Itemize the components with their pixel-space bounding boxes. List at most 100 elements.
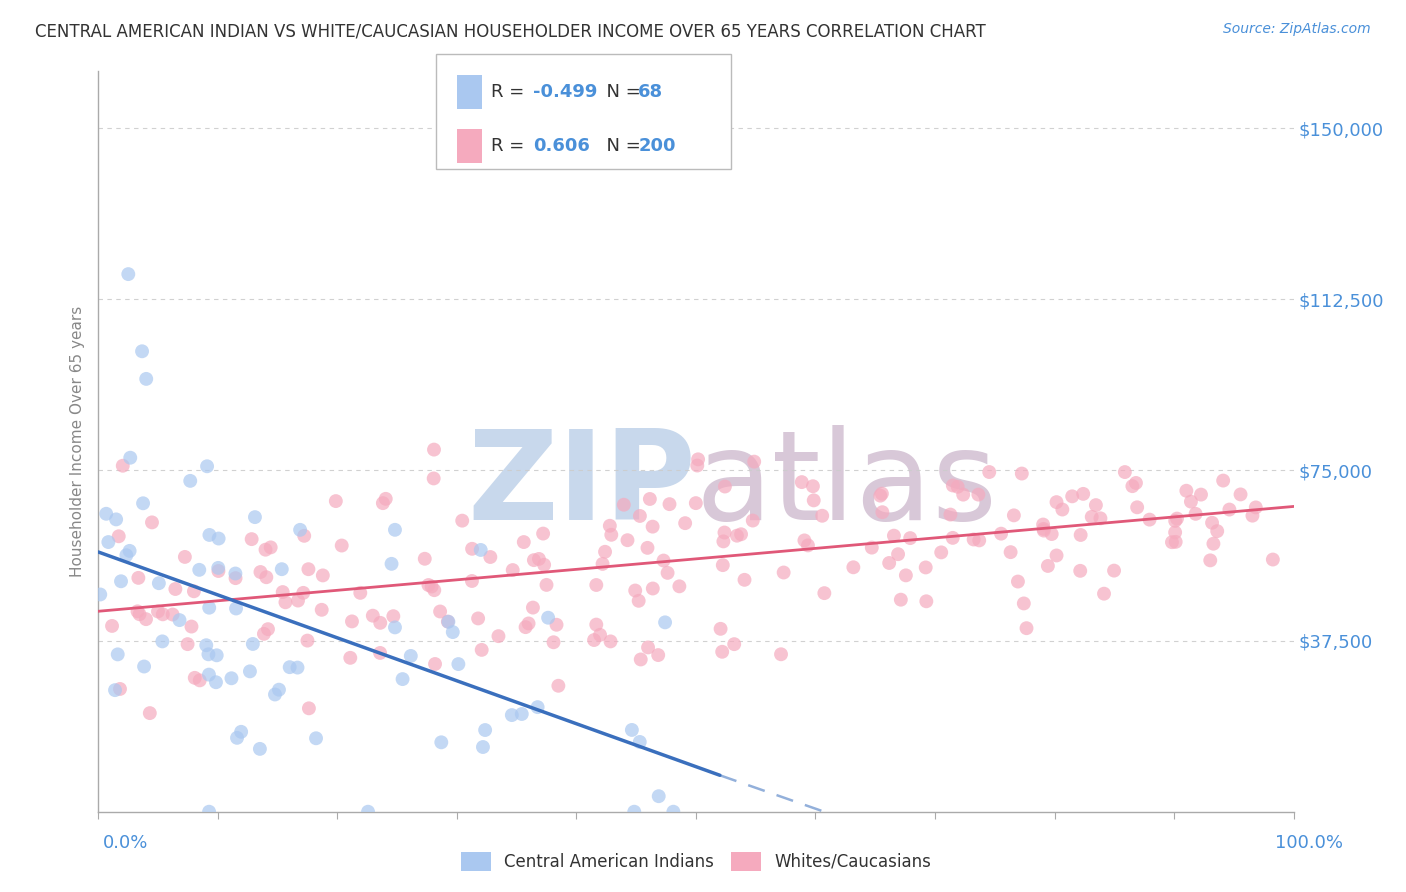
Point	[915, 594, 938, 608]
Point	[1032, 522, 1054, 536]
Point	[813, 586, 835, 600]
Point	[627, 594, 650, 608]
Point	[257, 622, 280, 636]
Point	[132, 659, 155, 673]
Point	[371, 496, 394, 510]
Point	[368, 615, 391, 630]
Point	[1164, 525, 1187, 540]
Point	[239, 665, 262, 679]
Point	[231, 724, 253, 739]
Point	[422, 471, 444, 485]
Point	[108, 681, 131, 696]
Point	[628, 735, 651, 749]
Point	[1189, 487, 1212, 501]
Point	[741, 514, 763, 528]
Point	[641, 582, 664, 596]
Point	[110, 574, 132, 589]
Point	[790, 475, 813, 489]
Point	[890, 592, 912, 607]
Point	[152, 607, 174, 622]
Point	[195, 459, 218, 474]
Point	[1045, 549, 1067, 563]
Point	[361, 608, 384, 623]
Point	[583, 633, 606, 648]
Point	[501, 708, 523, 723]
Point	[474, 723, 496, 737]
Y-axis label: Householder Income Over 65 years: Householder Income Over 65 years	[70, 306, 86, 577]
Point	[488, 629, 510, 643]
Point	[1052, 502, 1074, 516]
Point	[714, 479, 737, 493]
Point	[1261, 552, 1284, 566]
Point	[585, 578, 607, 592]
Point	[869, 489, 891, 503]
Point	[939, 508, 962, 522]
Point	[221, 671, 243, 685]
Point	[537, 611, 560, 625]
Point	[224, 566, 246, 581]
Point	[1164, 534, 1187, 549]
Point	[1069, 564, 1091, 578]
Point	[437, 615, 460, 629]
Point	[430, 735, 453, 749]
Point	[990, 526, 1012, 541]
Point	[593, 545, 616, 559]
Point	[135, 612, 157, 626]
Point	[860, 541, 883, 555]
Point	[368, 646, 391, 660]
Point	[877, 556, 900, 570]
Point	[1206, 524, 1229, 538]
Point	[1161, 535, 1184, 549]
Point	[1139, 513, 1161, 527]
Point	[188, 673, 211, 688]
Point	[89, 587, 111, 601]
Point	[533, 558, 555, 572]
Point	[240, 532, 263, 546]
Point	[357, 805, 380, 819]
Point	[1102, 564, 1125, 578]
Point	[292, 529, 315, 543]
Legend: Central American Indians, Whites/Caucasians: Central American Indians, Whites/Caucasi…	[454, 845, 938, 878]
Point	[616, 533, 638, 548]
Point	[1032, 524, 1054, 538]
Point	[1164, 514, 1187, 528]
Point	[725, 529, 748, 543]
Point	[547, 679, 569, 693]
Point	[1062, 489, 1084, 503]
Point	[742, 455, 765, 469]
Point	[713, 525, 735, 540]
Point	[141, 516, 163, 530]
Point	[1125, 475, 1147, 490]
Point	[437, 615, 460, 629]
Point	[132, 496, 155, 510]
Point	[96, 507, 118, 521]
Point	[298, 701, 321, 715]
Point	[527, 552, 550, 566]
Point	[104, 683, 127, 698]
Point	[267, 682, 290, 697]
Point	[1199, 553, 1222, 567]
Point	[107, 529, 129, 543]
Point	[243, 510, 266, 524]
Point	[1121, 479, 1143, 493]
Point	[536, 578, 558, 592]
Point	[254, 542, 277, 557]
Point	[447, 657, 470, 671]
Point	[176, 637, 198, 651]
Point	[711, 645, 734, 659]
Text: 0.606: 0.606	[533, 136, 589, 154]
Point	[382, 609, 405, 624]
Point	[380, 557, 402, 571]
Point	[288, 523, 311, 537]
Point	[260, 541, 283, 555]
Point	[730, 527, 752, 541]
Point	[734, 573, 756, 587]
Point	[630, 652, 652, 666]
Point	[205, 675, 228, 690]
Point	[305, 731, 328, 746]
Point	[330, 539, 353, 553]
Point	[628, 508, 651, 523]
Point	[423, 442, 446, 457]
Point	[117, 267, 139, 281]
Point	[1040, 527, 1063, 541]
